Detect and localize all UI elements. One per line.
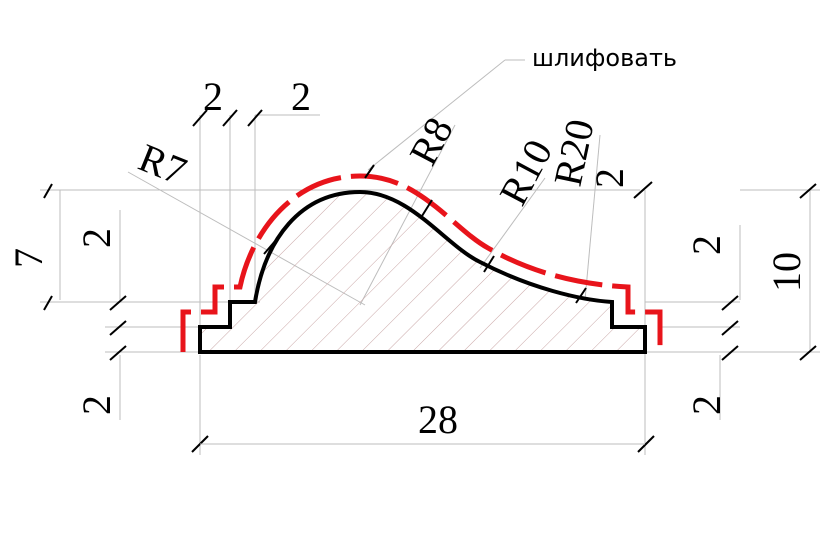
dim-top-step-right: 2 [291, 74, 311, 119]
dim-right-height-total: 10 [764, 252, 809, 292]
dim-top-right-step: 2 [587, 168, 632, 188]
dim-bottom-right: 2 [684, 395, 729, 415]
dim-left-height-total: 7 [6, 248, 51, 268]
dim-width: 28 [418, 397, 458, 442]
dim-top-step-left: 2 [203, 74, 223, 119]
dim-left-height-step: 2 [74, 228, 119, 248]
radius-r7: R7 [133, 135, 193, 194]
finish-line [180, 173, 663, 352]
radius-r8: R8 [400, 110, 462, 172]
grinding-note: шлифовать [532, 44, 677, 72]
profile-body [198, 189, 647, 354]
dim-bottom-left: 2 [74, 395, 119, 415]
dim-right-height-step: 2 [684, 235, 729, 255]
dimension-ticks [43, 109, 817, 453]
